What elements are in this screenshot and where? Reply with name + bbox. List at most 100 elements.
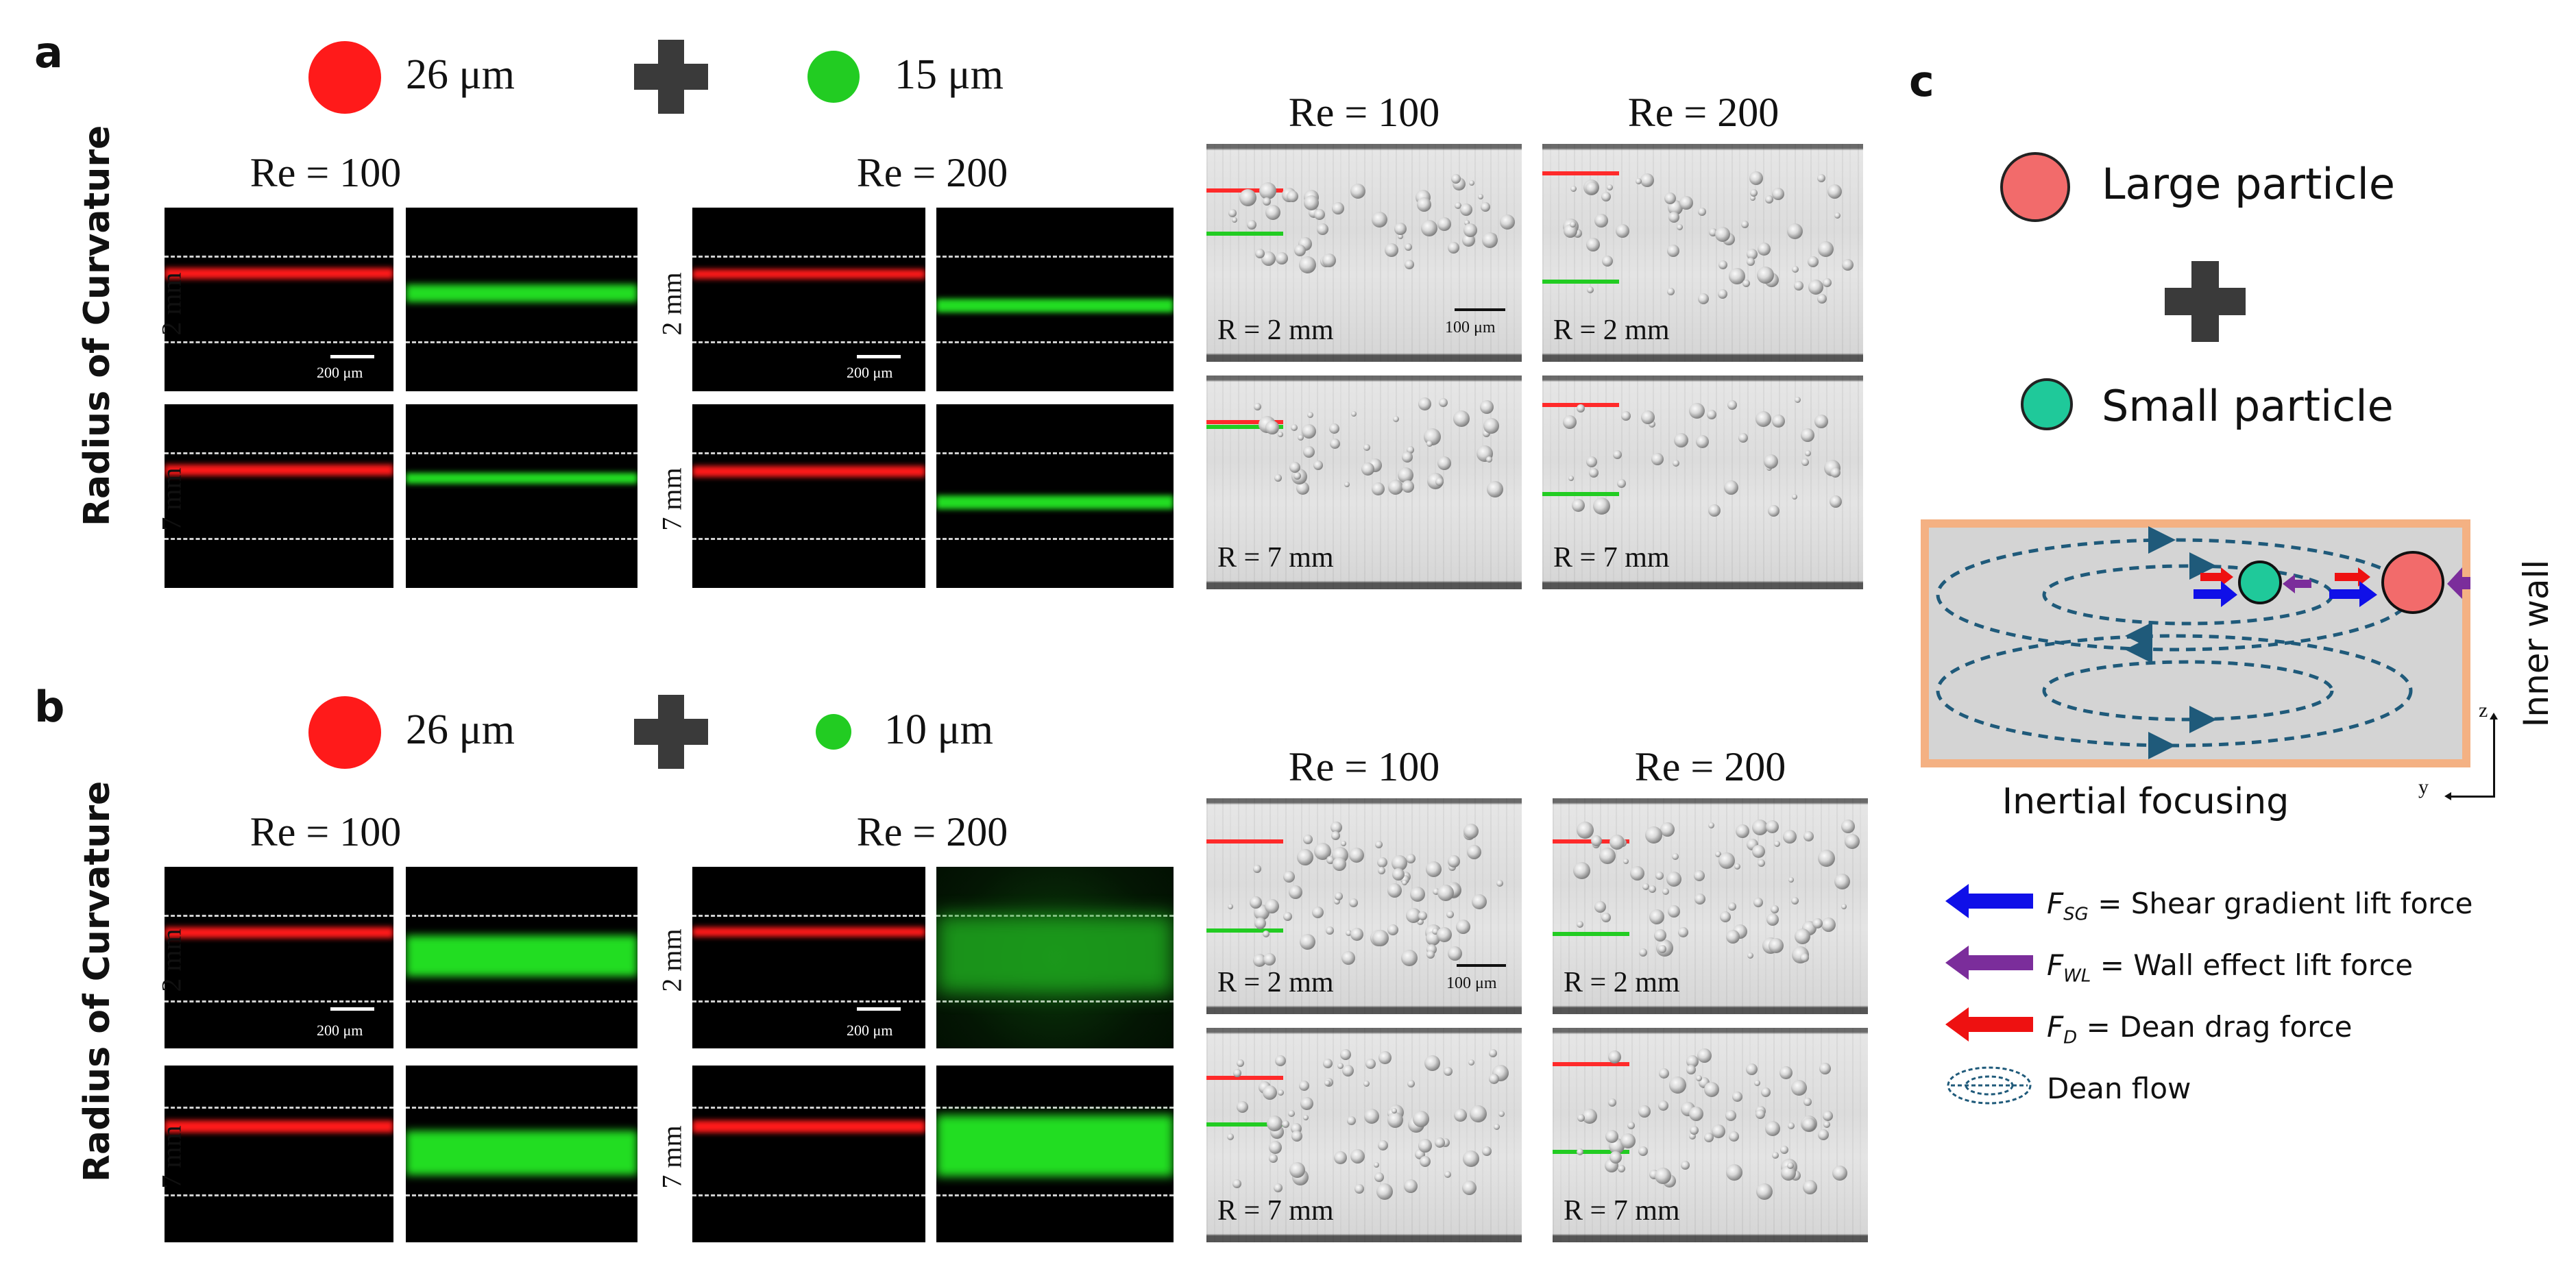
particle-bubble: [1696, 1075, 1702, 1081]
radius-label: R = 2 mm: [1564, 967, 1680, 998]
particle-bubble: [1326, 926, 1334, 935]
scale-bar-label: 200 μm: [317, 364, 363, 381]
particle-bubble: [1726, 1164, 1742, 1181]
particle-bubble: [1630, 866, 1644, 881]
particle-bubble: [1689, 1133, 1696, 1140]
particle-bubble: [1698, 293, 1709, 304]
particle-bubble: [1250, 896, 1262, 909]
particle-bubble: [1469, 180, 1474, 186]
fl-re-label: Re = 100: [250, 150, 402, 195]
axis-z-label: z: [2479, 699, 2488, 722]
particle-bubble: [1342, 1065, 1354, 1076]
particle-bubble: [1664, 193, 1676, 204]
particle-bubble: [1747, 258, 1755, 266]
particle-bubble: [1694, 870, 1705, 881]
fluorescence-image-green: [936, 1066, 1174, 1242]
bf-re-label: Re = 200: [1634, 744, 1786, 789]
particle-bubble: [1749, 171, 1763, 185]
particle-bubble: [1413, 1111, 1429, 1127]
particle-bubble: [1282, 1120, 1289, 1128]
particle-bubble: [1563, 415, 1577, 429]
small-particle-label: Small particle: [2102, 381, 2394, 431]
particle-bubble: [1808, 256, 1819, 267]
particle-bubble: [1607, 184, 1613, 190]
particle-bubble: [1827, 184, 1842, 199]
particle-bubble: [1638, 1146, 1648, 1156]
particle-bubble: [1577, 1148, 1583, 1155]
particle-bubble: [1639, 948, 1647, 957]
particle-bubble: [1401, 950, 1418, 966]
particle-bubble: [1800, 953, 1809, 962]
particle-bubble: [1677, 224, 1683, 230]
particle-bubble: [1689, 403, 1705, 419]
particle-bubble: [1405, 243, 1412, 251]
brightfield-image: R = 7 mm: [1553, 1028, 1868, 1242]
small-particle-size: 15 μm: [895, 51, 1004, 98]
particle-bubble: [1801, 458, 1809, 466]
particle-bubble: [1263, 1085, 1277, 1100]
particle-bubble: [1747, 249, 1758, 260]
scale-bar-label: 100 μm: [1446, 974, 1497, 992]
legend-item-shear-gradient: FSG = Shear gradient lift force: [1945, 878, 2549, 940]
particle-bubble: [1265, 421, 1279, 434]
particle-bubble: [1586, 456, 1597, 467]
particle-bubble: [1841, 904, 1847, 909]
particle-bubble: [1803, 1098, 1812, 1106]
particle-bubble: [1237, 1101, 1248, 1113]
particle-bubble: [1792, 494, 1797, 500]
particle-bubble: [1446, 911, 1454, 918]
particle-bubble: [1263, 953, 1276, 965]
particle-bubble: [1259, 182, 1276, 199]
particle-bubble: [1424, 1055, 1440, 1071]
particle-bubble: [1649, 421, 1655, 428]
fluorescence-image-green: [936, 404, 1174, 588]
particle-bubble: [1496, 880, 1503, 887]
particle-bubble: [1467, 845, 1481, 859]
particle-bubble: [1655, 1168, 1671, 1184]
particle-bubble: [1233, 1069, 1241, 1077]
particle-bubble: [1392, 855, 1407, 871]
particle-bubble: [1757, 267, 1774, 284]
particle-bubble: [1755, 411, 1771, 427]
particle-bubble: [1482, 232, 1498, 248]
brightfield-image: R = 2 mm: [1542, 144, 1863, 362]
particle-bubble: [1500, 214, 1515, 230]
particle-bubble: [1324, 1080, 1330, 1086]
particle-bubble: [1334, 898, 1340, 904]
particle-bubble: [1729, 1131, 1739, 1142]
channel-cross-section: [1921, 519, 2470, 767]
particle-bubble: [1679, 196, 1693, 210]
particle-bubble: [1444, 1067, 1453, 1076]
large-red-particle-icon: [308, 41, 381, 114]
dean-flow-icon: [1947, 1066, 2032, 1105]
particle-bubble: [1772, 1152, 1779, 1159]
particle-bubble: [1351, 411, 1357, 417]
particle-bubble: [1437, 927, 1452, 942]
particle-bubble: [1741, 221, 1749, 228]
particle-bubble: [1468, 1059, 1474, 1066]
particle-bubble: [1406, 908, 1421, 923]
particle-bubble: [1674, 433, 1688, 447]
brightfield-image: 100 μm R = 2 mm: [1206, 798, 1522, 1014]
particle-bubble: [1718, 289, 1727, 299]
particle-bubble: [1753, 898, 1763, 907]
particle-bubble: [1672, 853, 1679, 860]
particle-bubble: [1393, 416, 1399, 422]
particle-bubble: [1269, 1154, 1278, 1163]
particle-bubble: [1779, 1066, 1793, 1079]
particle-bubble: [1689, 1107, 1703, 1121]
particle-bubble: [1645, 826, 1662, 844]
particle-bubble: [1605, 1130, 1618, 1143]
particle-bubble: [1267, 1116, 1283, 1131]
particle-bubble: [1489, 1074, 1499, 1084]
particle-bubble: [1349, 848, 1364, 863]
particle-bubble: [1750, 189, 1758, 197]
particle-bubble: [1577, 1114, 1585, 1122]
radius-of-curvature-label: Radius of Curvature: [77, 780, 118, 1182]
particle-bubble: [1329, 423, 1339, 434]
particle-bubble: [1437, 456, 1451, 470]
particle-bubble: [1738, 433, 1748, 443]
particle-bubble: [1594, 901, 1606, 913]
particle-bubble: [1669, 1076, 1686, 1094]
large-particle-label: Large particle: [2102, 159, 2395, 209]
